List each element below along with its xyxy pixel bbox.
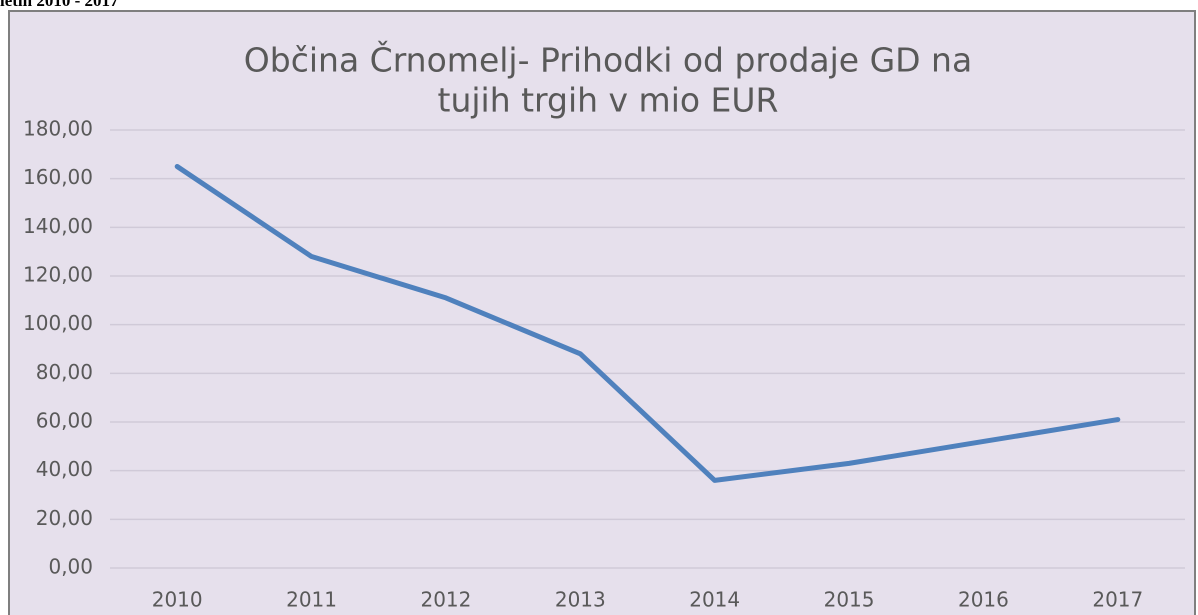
y-tick-label: 100,00 <box>23 311 93 335</box>
y-tick-label: 80,00 <box>36 360 93 384</box>
y-tick-label: 160,00 <box>23 165 93 189</box>
chart-title: tujih trgih v mio EUR <box>438 81 779 120</box>
y-tick-label: 40,00 <box>36 457 93 481</box>
y-tick-label: 60,00 <box>36 409 93 433</box>
chart-area <box>8 10 1196 615</box>
chart-title: Občina Črnomelj- Prihodki od prodaje GD … <box>244 40 972 80</box>
y-tick-label: 0,00 <box>48 555 93 579</box>
y-tick-label: 120,00 <box>23 263 93 287</box>
x-tick-label: 2017 <box>1092 588 1143 612</box>
x-tick-label: 2016 <box>958 588 1009 612</box>
caption: letih 2010 - 2017 <box>0 0 119 10</box>
x-tick-label: 2015 <box>824 588 875 612</box>
x-tick-label: 2014 <box>689 588 740 612</box>
x-tick-label: 2010 <box>152 588 203 612</box>
y-tick-label: 140,00 <box>23 214 93 238</box>
y-tick-label: 20,00 <box>36 506 93 530</box>
x-tick-label: 2013 <box>555 588 606 612</box>
data-line <box>174 164 1121 483</box>
x-tick-label: 2012 <box>420 588 471 612</box>
x-tick-label: 2011 <box>286 588 337 612</box>
y-tick-label: 180,00 <box>23 117 93 141</box>
